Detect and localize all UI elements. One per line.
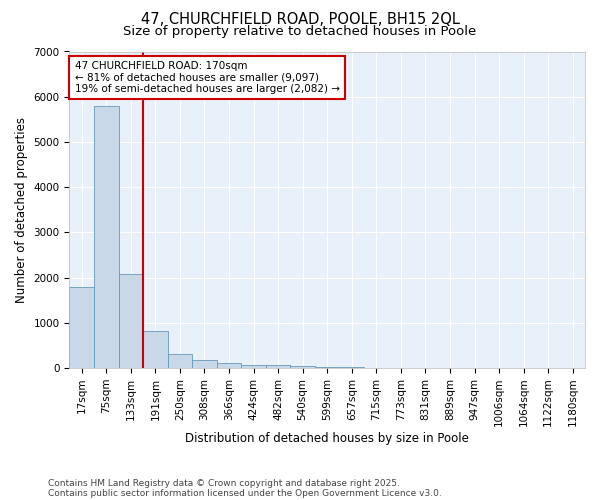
Text: 47 CHURCHFIELD ROAD: 170sqm
← 81% of detached houses are smaller (9,097)
19% of : 47 CHURCHFIELD ROAD: 170sqm ← 81% of det… (74, 61, 340, 94)
Text: 47, CHURCHFIELD ROAD, POOLE, BH15 2QL: 47, CHURCHFIELD ROAD, POOLE, BH15 2QL (140, 12, 460, 28)
Bar (143, 331, 167, 368)
Bar (315, 366, 340, 368)
Text: Contains HM Land Registry data © Crown copyright and database right 2025.: Contains HM Land Registry data © Crown c… (48, 478, 400, 488)
Bar (290, 366, 315, 368)
Bar (70, 286, 94, 368)
Y-axis label: Number of detached properties: Number of detached properties (15, 116, 28, 302)
Bar (340, 367, 364, 368)
Bar (119, 274, 143, 368)
Bar (266, 366, 290, 368)
Text: Size of property relative to detached houses in Poole: Size of property relative to detached ho… (124, 25, 476, 38)
Bar (192, 360, 217, 368)
X-axis label: Distribution of detached houses by size in Poole: Distribution of detached houses by size … (185, 432, 469, 445)
Bar (167, 354, 192, 368)
Bar (94, 106, 119, 368)
Text: Contains public sector information licensed under the Open Government Licence v3: Contains public sector information licen… (48, 488, 442, 498)
Bar (217, 364, 241, 368)
Bar (241, 365, 266, 368)
